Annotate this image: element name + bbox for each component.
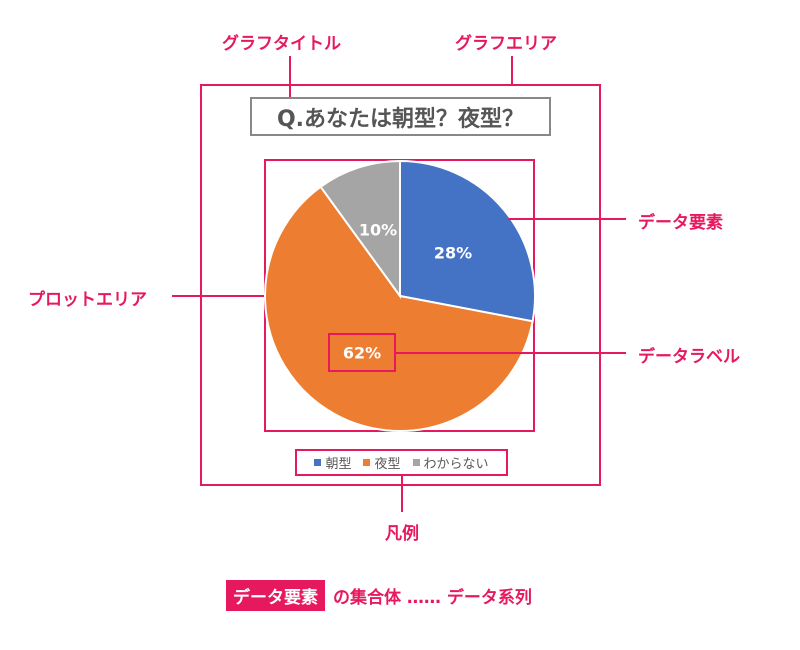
pie-slice-unknown: [319, 159, 401, 300]
legend-swatch-morning: [314, 459, 322, 466]
annotation-legend-label: 凡例: [385, 524, 419, 544]
data-label-highlight-box: [328, 333, 396, 372]
pie-slice-morning: [399, 159, 536, 323]
annotation-title-label: グラフタイトル: [222, 34, 341, 54]
footer-caption: の集合体 …… データ系列: [333, 588, 532, 608]
pie-slice-night: [264, 185, 534, 432]
legend-item-morning: 朝型: [314, 453, 351, 472]
annotation-data-element-label: データ要素: [638, 213, 723, 233]
legend-swatch-unknown: [412, 459, 420, 466]
connector-data-element: [508, 218, 626, 220]
connector-chart-area: [511, 56, 513, 84]
legend-label-morning: 朝型: [325, 457, 352, 472]
legend: 朝型 夜型 わからない: [295, 449, 508, 476]
footer: データ要素 の集合体 …… データ系列: [226, 580, 532, 611]
annotation-chart-area-label: グラフエリア: [455, 34, 557, 54]
connector-title: [289, 56, 291, 97]
annotation-plot-area-label: プロットエリア: [28, 290, 147, 310]
connector-legend: [401, 476, 403, 512]
connector-data-label: [396, 352, 626, 354]
connector-plot-area: [172, 295, 264, 297]
legend-label-night: 夜型: [374, 457, 401, 472]
legend-swatch-night: [363, 459, 371, 466]
chart-title: Q.あなたは朝型？夜型？: [250, 97, 551, 136]
annotation-data-label-label: データラベル: [638, 347, 740, 367]
legend-item-night: 夜型: [363, 453, 401, 472]
data-label-night: 62%: [343, 344, 381, 363]
data-label-unknown: 10%: [359, 221, 397, 240]
legend-item-unknown: わからない: [412, 453, 489, 472]
legend-label-unknown: わからない: [423, 457, 489, 472]
footer-tag: データ要素: [226, 580, 325, 611]
data-label-morning: 28%: [434, 244, 472, 263]
chart-area-frame: [200, 84, 601, 486]
